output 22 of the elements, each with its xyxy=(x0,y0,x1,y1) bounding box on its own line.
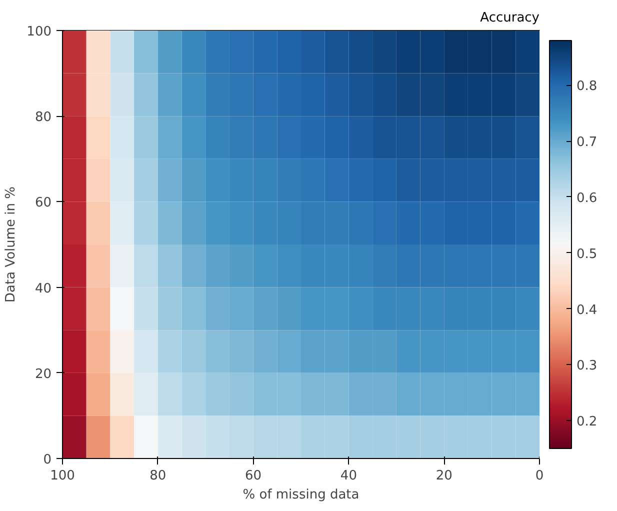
y-axis-title: Data Volume in % xyxy=(4,186,19,302)
y-tick-label: 60 xyxy=(34,196,52,211)
x-tick-label: 20 xyxy=(436,468,452,484)
y-tick-label: 100 xyxy=(26,24,52,40)
color-bar-label: 0.7 xyxy=(576,135,598,150)
x-tick-label: 100 xyxy=(50,468,75,484)
x-tick-label: 80 xyxy=(150,468,166,484)
x-axis-title: % of missing data xyxy=(242,488,360,502)
y-tick-label: 80 xyxy=(34,110,52,126)
color-bar-label: 0.5 xyxy=(576,246,598,262)
x-tick-label: 40 xyxy=(340,468,357,484)
color-bar-title: Accuracy xyxy=(480,10,540,26)
color-bar-label: 0.3 xyxy=(576,358,598,374)
x-tick-label: 0 xyxy=(535,468,544,484)
color-bar-label: 0.6 xyxy=(576,190,598,206)
x-tick-label: 60 xyxy=(245,468,262,484)
color-bar-label: 0.8 xyxy=(576,79,598,94)
color-bar-label: 0.2 xyxy=(576,414,598,430)
y-tick-label: 20 xyxy=(34,366,52,382)
y-tick-label: 40 xyxy=(34,281,52,296)
y-tick-label: 0 xyxy=(43,452,52,468)
color-bar-label: 0.4 xyxy=(576,302,598,318)
